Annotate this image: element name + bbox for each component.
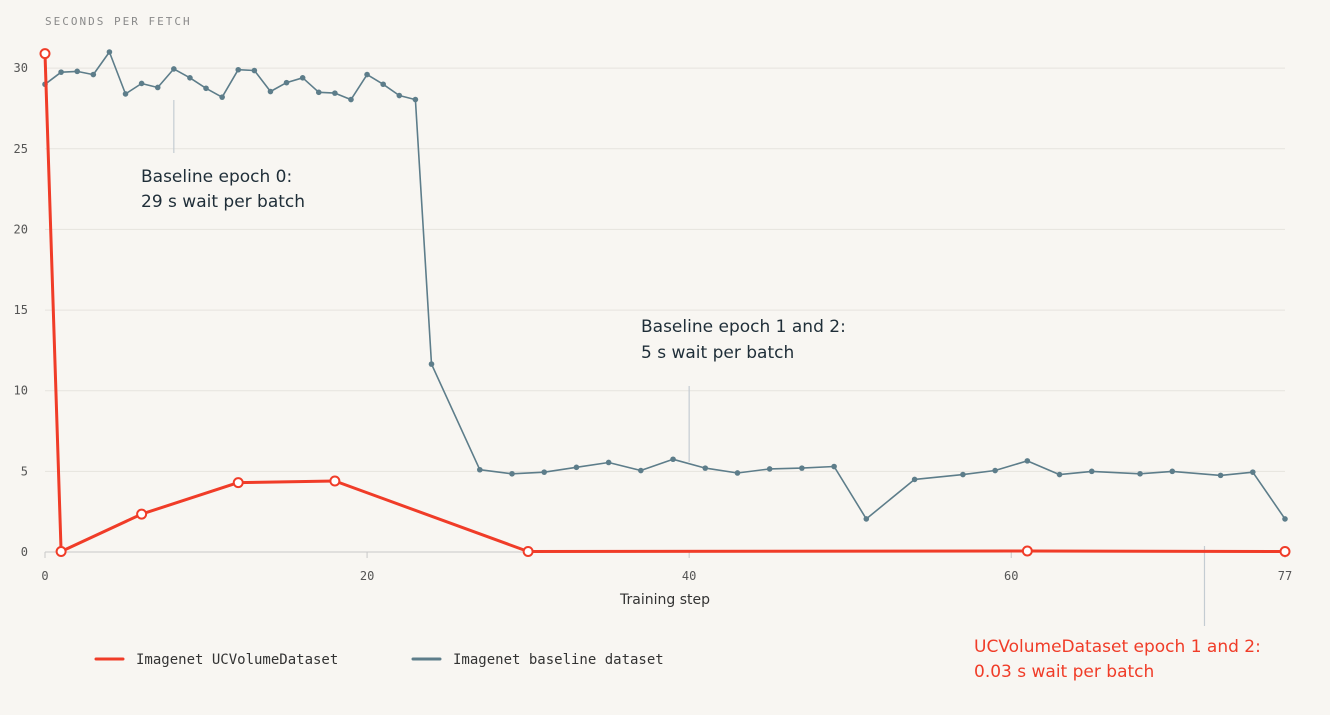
data-point: [1021, 545, 1033, 557]
data-point: [477, 466, 483, 473]
data-point: [364, 71, 370, 78]
data-point: [412, 96, 419, 103]
data-point: [187, 75, 193, 81]
data-point: [267, 88, 274, 95]
data-point: [90, 71, 97, 78]
data-point: [863, 516, 870, 522]
data-point: [734, 470, 741, 476]
y-tick-label: 30: [14, 61, 28, 75]
y-tick-label: 15: [14, 303, 28, 317]
data-point: [1088, 468, 1095, 475]
legend: Imagenet UCVolumeDataset Imagenet baselin…: [94, 652, 664, 668]
series-layer: [39, 48, 1291, 558]
data-point: [332, 90, 338, 96]
data-point: [1279, 546, 1291, 558]
data-point: [1217, 472, 1224, 479]
data-point: [911, 476, 918, 483]
series-line: [44, 51, 1286, 520]
series-line: [43, 53, 1286, 553]
data-point: [428, 361, 435, 367]
data-point: [235, 66, 242, 73]
data-point: [251, 67, 258, 74]
grid-layer: [45, 67, 1285, 472]
data-point: [315, 89, 322, 96]
data-point: [74, 68, 81, 75]
y-axis-label: SECONDS PER FETCH: [45, 15, 192, 28]
data-point: [348, 96, 354, 103]
data-point: [1282, 516, 1288, 522]
data-point: [992, 467, 998, 474]
data-point: [1137, 470, 1143, 477]
annotation-text: 0.03 s wait per batch: [974, 662, 1154, 682]
y-tick-labels: 0 5 10 15 20 25 30: [14, 61, 28, 559]
annotations-layer: Baseline epoch 0: 29 s wait per batch Base…: [141, 167, 1261, 682]
data-point: [1024, 458, 1031, 464]
data-point: [171, 66, 177, 72]
data-point: [1056, 471, 1063, 478]
data-point: [522, 546, 534, 558]
data-point: [329, 475, 341, 487]
y-tick-label: 25: [14, 142, 28, 156]
data-point: [136, 508, 148, 520]
annotation-text: UCVolumeDataset epoch 1 and 2:: [974, 637, 1261, 657]
data-point: [106, 49, 113, 55]
data-point: [702, 465, 709, 471]
data-point: [831, 463, 837, 470]
data-point: [1249, 469, 1256, 475]
data-point: [380, 81, 386, 88]
data-point: [605, 459, 612, 466]
data-point: [138, 80, 145, 87]
y-tick-label: 5: [21, 464, 28, 478]
data-point: [396, 92, 403, 99]
series-ucvolume: [39, 48, 1291, 558]
data-point: [232, 477, 244, 489]
annotation-text: 5 s wait per batch: [641, 343, 794, 363]
legend-label: Imagenet baseline dataset: [453, 652, 664, 668]
annotation-text: Baseline epoch 1 and 2:: [641, 317, 846, 337]
x-tick-label: 20: [360, 569, 374, 583]
y-tick-label: 20: [14, 222, 28, 236]
data-point: [219, 94, 225, 100]
data-point: [960, 471, 966, 478]
data-point: [39, 48, 51, 60]
x-tick-label: 60: [1004, 569, 1018, 583]
y-tick-label: 10: [14, 384, 28, 398]
data-point: [283, 79, 290, 86]
data-point: [766, 466, 773, 472]
data-point: [670, 456, 676, 463]
annotation-text: Baseline epoch 0:: [141, 167, 292, 187]
data-point: [638, 467, 644, 474]
x-tick-label: 0: [41, 569, 48, 583]
data-point: [799, 465, 805, 471]
annotation-text: 29 s wait per batch: [141, 192, 305, 212]
legend-label: Imagenet UCVolumeDataset: [136, 652, 338, 668]
y-tick-label: 0: [21, 545, 28, 559]
data-point: [1169, 468, 1176, 475]
x-tick-label: 40: [682, 569, 696, 583]
data-point: [55, 546, 67, 558]
data-point: [573, 464, 580, 471]
data-point: [509, 470, 515, 477]
data-point: [541, 469, 548, 475]
data-point: [122, 91, 129, 97]
data-point: [299, 75, 306, 81]
data-point: [203, 85, 209, 92]
x-tick-labels: 0 20 40 60 77: [41, 552, 1292, 583]
data-point: [154, 84, 161, 91]
x-axis-label: Training step: [619, 592, 710, 608]
x-tick-label: 77: [1278, 569, 1292, 583]
annotation-pointers: [173, 100, 1206, 626]
data-point: [58, 69, 64, 75]
series-baseline: [42, 49, 1288, 522]
